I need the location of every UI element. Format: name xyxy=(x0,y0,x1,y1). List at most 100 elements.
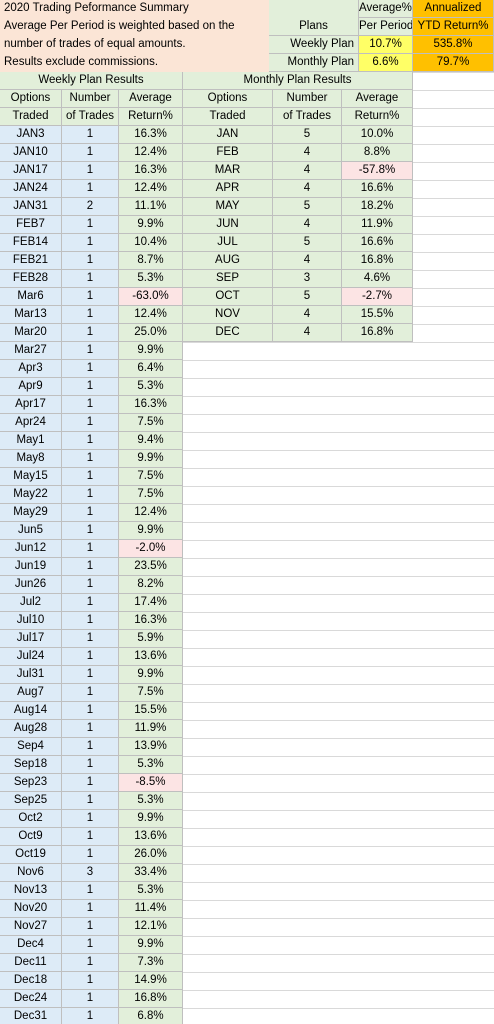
weekly-row-return: 7.5% xyxy=(119,414,183,432)
monthly-row-trades: 4 xyxy=(273,252,342,270)
plans-annualized-header-1: Annualized xyxy=(413,0,494,18)
weekly-row-trades: 1 xyxy=(62,990,119,1008)
weekly-row-trades: 1 xyxy=(62,576,119,594)
weekly-row-options: Nov13 xyxy=(0,882,62,900)
weekly-row-trades: 1 xyxy=(62,540,119,558)
plan-monthly-avg: 6.6% xyxy=(359,54,413,72)
monthly-row-trades: 5 xyxy=(273,198,342,216)
weekly-row-return: 9.9% xyxy=(119,216,183,234)
weekly-row-return: 25.0% xyxy=(119,324,183,342)
weekly-row-return: -2.0% xyxy=(119,540,183,558)
weekly-row-return: 13.9% xyxy=(119,738,183,756)
weekly-row-return: 5.3% xyxy=(119,756,183,774)
weekly-row-options: JAN10 xyxy=(0,144,62,162)
weekly-row-return: 9.9% xyxy=(119,810,183,828)
weekly-row-trades: 1 xyxy=(62,378,119,396)
weekly-row-return: 13.6% xyxy=(119,828,183,846)
weekly-row-return: 9.9% xyxy=(119,666,183,684)
weekly-row-return: 9.9% xyxy=(119,522,183,540)
weekly-row-return: 14.9% xyxy=(119,972,183,990)
monthly-row-trades: 3 xyxy=(273,270,342,288)
monthly-row-return: 16.6% xyxy=(342,180,413,198)
monthly-row-options: SEP xyxy=(183,270,273,288)
weekly-row-options: Jul10 xyxy=(0,612,62,630)
weekly-row-trades: 1 xyxy=(62,486,119,504)
monthly-row-options: OCT xyxy=(183,288,273,306)
weekly-row-return: 12.4% xyxy=(119,504,183,522)
monthly-row-trades: 4 xyxy=(273,324,342,342)
weekly-row-trades: 1 xyxy=(62,936,119,954)
weekly-row-return: 8.2% xyxy=(119,576,183,594)
monthly-row-return: -57.8% xyxy=(342,162,413,180)
weekly-row-options: FEB7 xyxy=(0,216,62,234)
monthly-row-trades: 4 xyxy=(273,306,342,324)
monthly-header-return-1: Average xyxy=(342,90,413,108)
monthly-header-options-1: Options xyxy=(183,90,273,108)
monthly-header-return-2: Return% xyxy=(342,108,413,126)
weekly-row-return: 9.9% xyxy=(119,936,183,954)
weekly-row-options: Jul24 xyxy=(0,648,62,666)
weekly-row-options: Oct9 xyxy=(0,828,62,846)
monthly-row-options: MAR xyxy=(183,162,273,180)
weekly-header-return-2: Return% xyxy=(119,108,183,126)
weekly-row-options: Aug7 xyxy=(0,684,62,702)
weekly-row-options: Jul2 xyxy=(0,594,62,612)
weekly-row-trades: 1 xyxy=(62,648,119,666)
plan-weekly-annualized: 535.8% xyxy=(413,36,494,54)
weekly-row-trades: 1 xyxy=(62,558,119,576)
weekly-row-return: 16.3% xyxy=(119,162,183,180)
weekly-row-return: 12.4% xyxy=(119,144,183,162)
weekly-row-options: JAN3 xyxy=(0,126,62,144)
monthly-row-trades: 5 xyxy=(273,234,342,252)
weekly-row-options: Aug14 xyxy=(0,702,62,720)
weekly-row-options: Mar27 xyxy=(0,342,62,360)
weekly-row-trades: 1 xyxy=(62,720,119,738)
weekly-title: Weekly Plan Results xyxy=(0,72,183,90)
monthly-row-return: 10.0% xyxy=(342,126,413,144)
monthly-row-trades: 5 xyxy=(273,126,342,144)
weekly-row-return: 8.7% xyxy=(119,252,183,270)
weekly-row-options: Nov6 xyxy=(0,864,62,882)
monthly-row-return: 4.6% xyxy=(342,270,413,288)
monthly-row-options: JUL xyxy=(183,234,273,252)
weekly-row-options: Jul31 xyxy=(0,666,62,684)
monthly-header-options-2: Traded xyxy=(183,108,273,126)
weekly-row-trades: 1 xyxy=(62,522,119,540)
summary-line-3: number of trades of equal amounts. xyxy=(0,36,269,54)
weekly-row-trades: 1 xyxy=(62,846,119,864)
weekly-row-return: 16.3% xyxy=(119,612,183,630)
weekly-row-return: -8.5% xyxy=(119,774,183,792)
monthly-row-return: 18.2% xyxy=(342,198,413,216)
weekly-row-options: Jun19 xyxy=(0,558,62,576)
weekly-row-trades: 1 xyxy=(62,432,119,450)
weekly-row-return: 13.6% xyxy=(119,648,183,666)
weekly-row-trades: 1 xyxy=(62,738,119,756)
weekly-row-trades: 2 xyxy=(62,198,119,216)
plans-avg-header-2: Per Period xyxy=(359,18,413,36)
weekly-row-return: 33.4% xyxy=(119,864,183,882)
weekly-row-trades: 1 xyxy=(62,288,119,306)
weekly-row-options: Apr9 xyxy=(0,378,62,396)
weekly-row-trades: 1 xyxy=(62,702,119,720)
weekly-row-trades: 1 xyxy=(62,216,119,234)
weekly-row-trades: 1 xyxy=(62,252,119,270)
weekly-row-return: 11.1% xyxy=(119,198,183,216)
weekly-row-options: May1 xyxy=(0,432,62,450)
weekly-row-options: Dec24 xyxy=(0,990,62,1008)
weekly-row-options: Sep25 xyxy=(0,792,62,810)
weekly-row-return: 5.3% xyxy=(119,270,183,288)
weekly-row-return: 9.4% xyxy=(119,432,183,450)
weekly-row-options: JAN31 xyxy=(0,198,62,216)
weekly-row-options: Dec31 xyxy=(0,1008,62,1024)
weekly-row-return: 11.4% xyxy=(119,900,183,918)
monthly-row-return: 16.8% xyxy=(342,252,413,270)
weekly-row-trades: 1 xyxy=(62,954,119,972)
weekly-row-trades: 1 xyxy=(62,414,119,432)
weekly-row-options: JAN17 xyxy=(0,162,62,180)
weekly-row-trades: 1 xyxy=(62,684,119,702)
summary-line-4: Results exclude commissions. xyxy=(0,54,269,72)
monthly-row-options: MAY xyxy=(183,198,273,216)
monthly-row-options: NOV xyxy=(183,306,273,324)
weekly-row-return: 5.9% xyxy=(119,630,183,648)
weekly-row-return: 12.1% xyxy=(119,918,183,936)
